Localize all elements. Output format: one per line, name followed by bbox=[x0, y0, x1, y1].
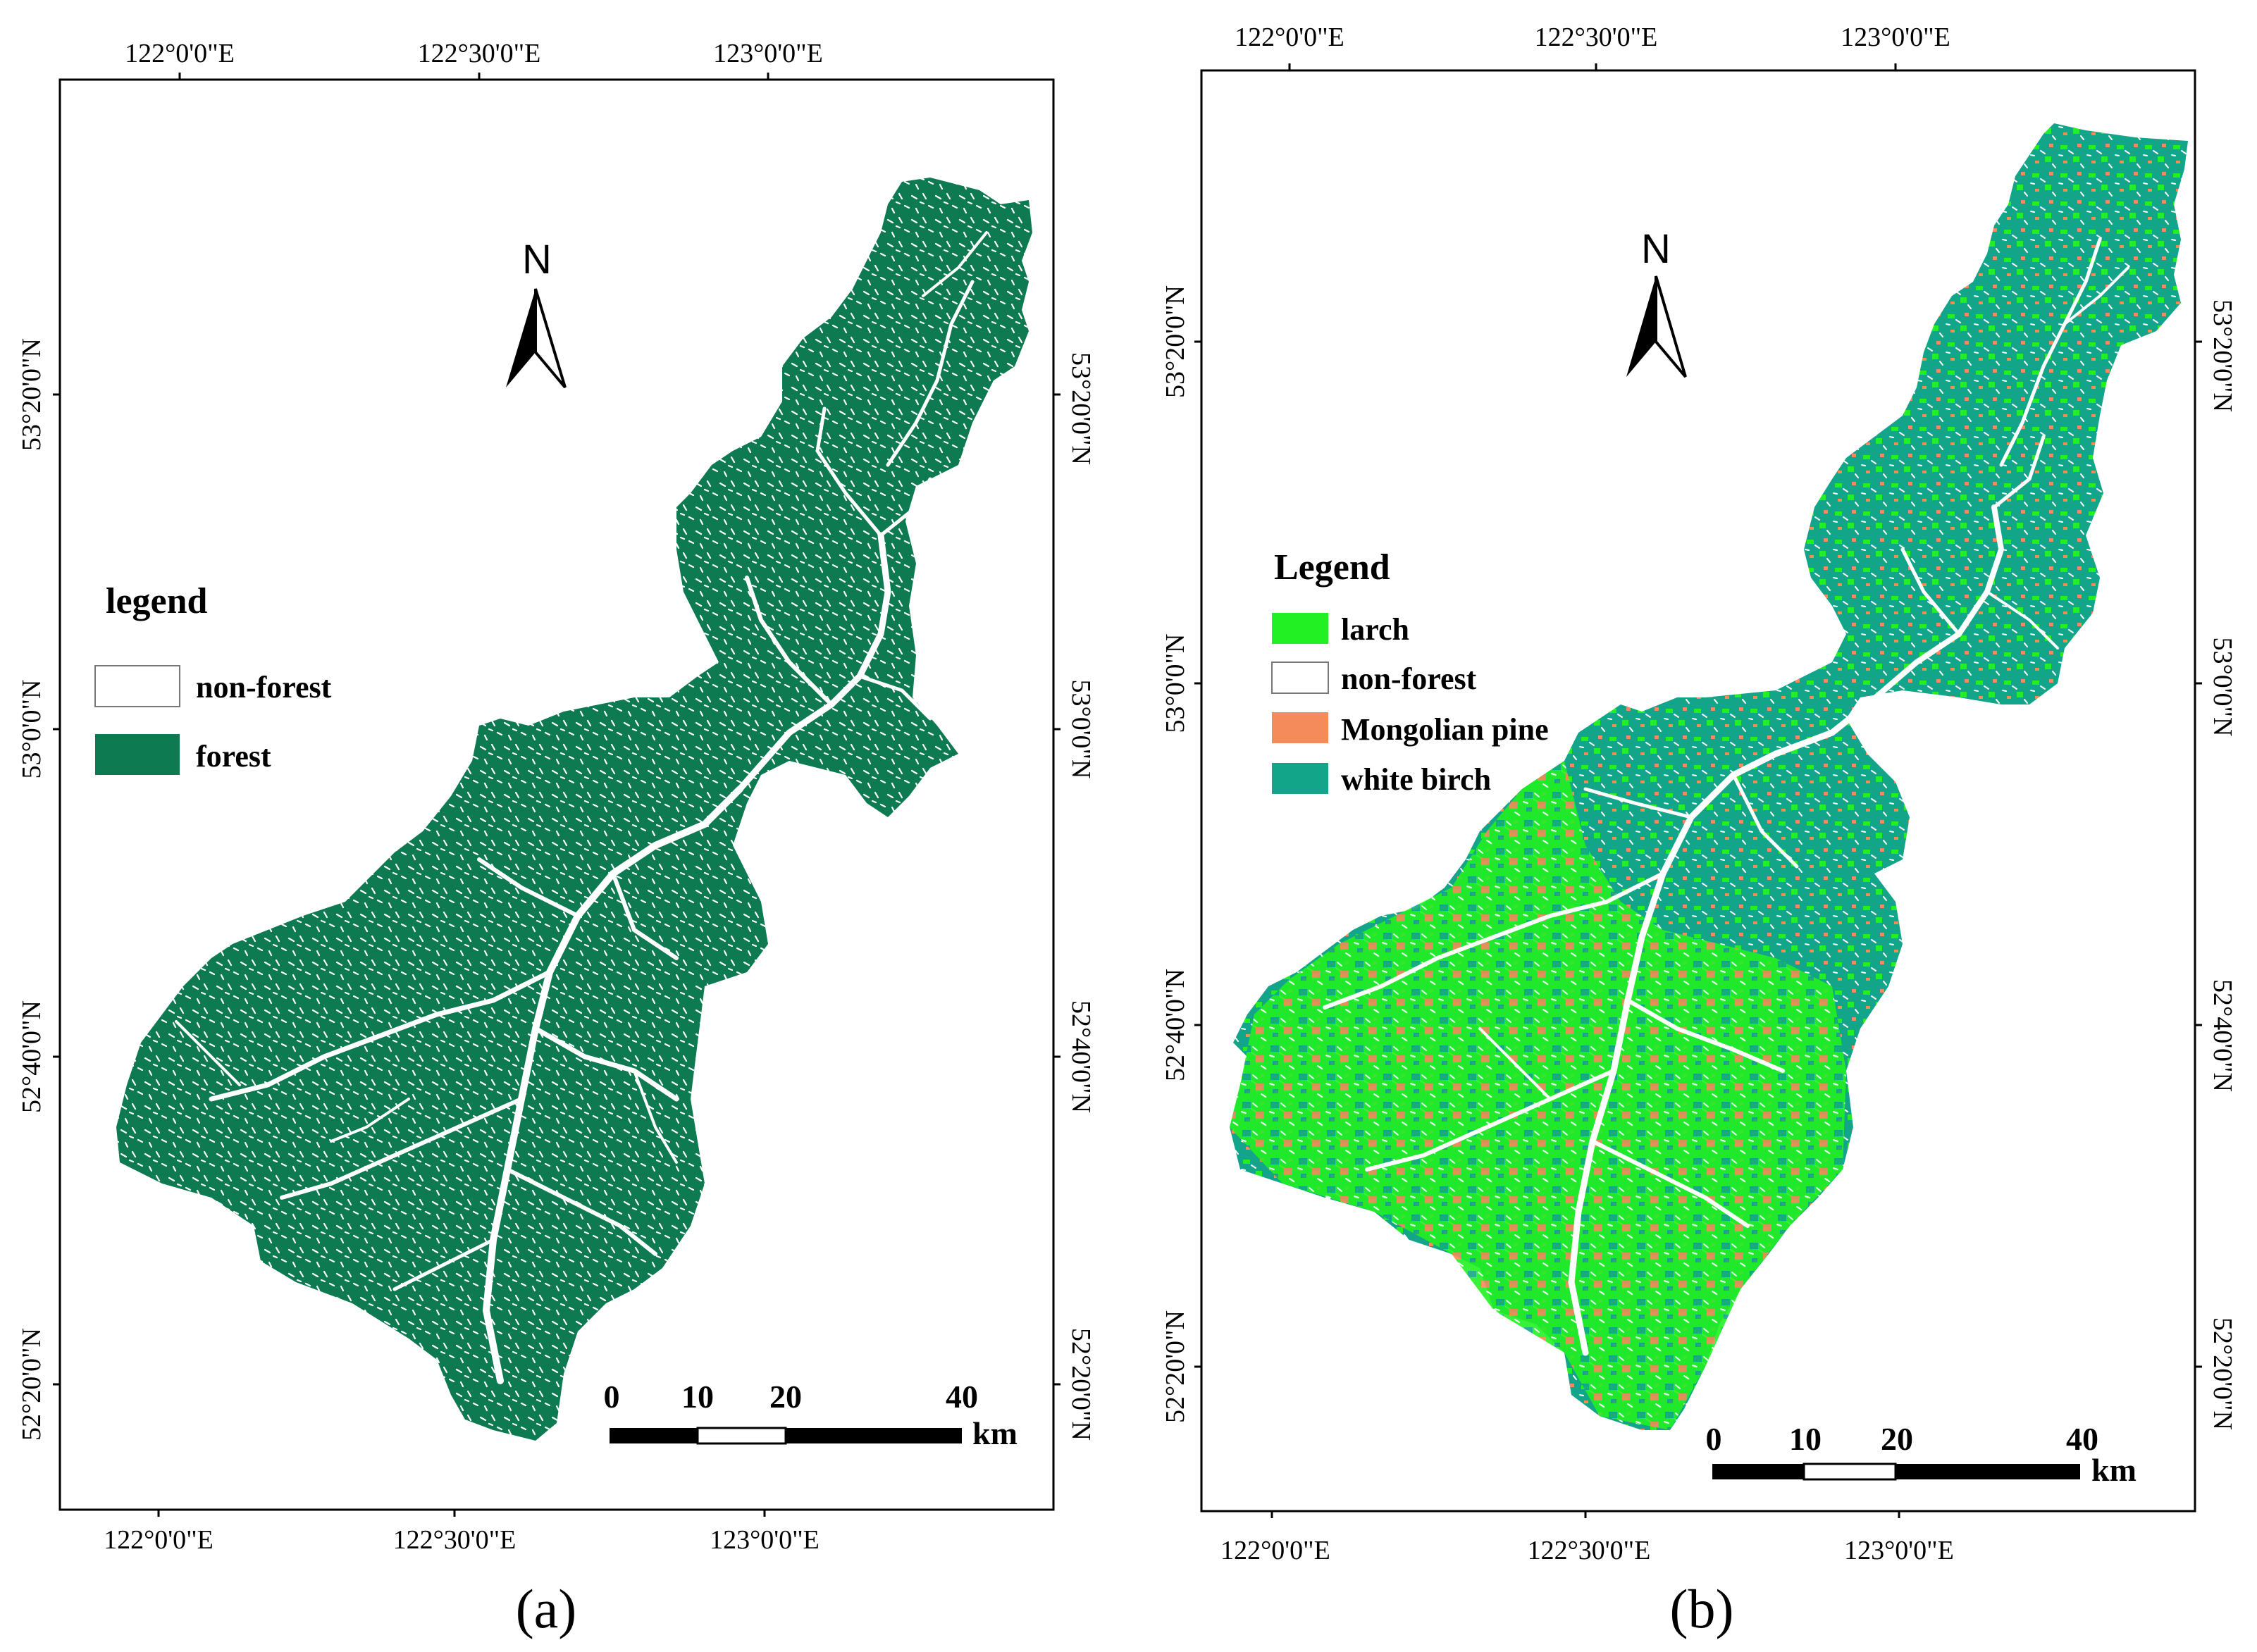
scale-label: 0 bbox=[1706, 1421, 1722, 1457]
non-forest-valleys bbox=[175, 231, 988, 1384]
legend-swatch-non-forest bbox=[1271, 662, 1329, 694]
scale-label: 40 bbox=[2066, 1421, 2098, 1457]
left-tick-label: 52°40'0"N bbox=[1161, 969, 1190, 1081]
species-map-region bbox=[1230, 123, 2188, 1430]
panel-b: 122°0'0"E 122°30'0"E 123°0'0"E 122°0'0"E… bbox=[1161, 23, 2237, 1639]
right-tick-label: 52°20'0"N bbox=[2208, 1317, 2237, 1430]
legend-swatch-mongolian-pine bbox=[1272, 712, 1328, 743]
legend-swatch-forest bbox=[95, 734, 180, 775]
legend-title: legend bbox=[106, 581, 208, 621]
left-tick-label: 53°0'0"N bbox=[1161, 634, 1190, 733]
scale-unit: km bbox=[972, 1415, 1018, 1451]
forest-map-region bbox=[116, 178, 1032, 1441]
scale-bar: 0 10 20 40 km bbox=[1706, 1421, 2137, 1488]
legend: legend non-forest forest bbox=[94, 581, 332, 775]
scale-label: 20 bbox=[769, 1379, 802, 1415]
scale-unit: km bbox=[2091, 1452, 2137, 1488]
legend-label: Mongolian pine bbox=[1341, 712, 1549, 747]
top-tick-label: 123°0'0"E bbox=[713, 39, 823, 68]
left-tick-label: 52°20'0"N bbox=[1161, 1310, 1190, 1423]
north-arrow-icon bbox=[1626, 276, 1656, 377]
right-tick-label: 52°40'0"N bbox=[1066, 1000, 1096, 1113]
bottom-tick-label: 122°0'0"E bbox=[1220, 1536, 1330, 1565]
top-tick-label: 122°0'0"E bbox=[1235, 23, 1344, 52]
scale-label: 40 bbox=[946, 1379, 978, 1415]
north-arrow: N bbox=[1626, 226, 1687, 378]
non-forest-valleys bbox=[1323, 237, 2129, 1375]
north-label: N bbox=[1641, 226, 1671, 272]
legend: Legend larch non-forest Mongolian pine w… bbox=[1271, 547, 1549, 797]
bottom-tick-label: 122°30'0"E bbox=[1528, 1536, 1651, 1565]
bottom-tick-label: 122°30'0"E bbox=[393, 1525, 517, 1555]
legend-swatch-non-forest bbox=[94, 665, 180, 707]
legend-label: non-forest bbox=[1341, 662, 1477, 696]
legend-swatch-white-birch bbox=[1272, 763, 1328, 794]
scale-label: 0 bbox=[604, 1379, 620, 1415]
panel-caption: (b) bbox=[1670, 1578, 1734, 1639]
right-tick-label: 53°20'0"N bbox=[2208, 299, 2237, 412]
right-tick-label: 52°40'0"N bbox=[2208, 979, 2237, 1092]
top-tick-label: 122°30'0"E bbox=[418, 39, 541, 68]
top-tick-label: 122°30'0"E bbox=[1535, 23, 1658, 52]
scale-label: 10 bbox=[1789, 1421, 1822, 1457]
north-arrow: N bbox=[506, 237, 567, 389]
right-tick-label: 53°0'0"N bbox=[1066, 680, 1096, 779]
forest-area bbox=[116, 178, 1032, 1441]
top-tick-label: 122°0'0"E bbox=[125, 39, 235, 68]
bottom-tick-label: 123°0'0"E bbox=[710, 1525, 820, 1555]
left-tick-label: 53°20'0"N bbox=[1161, 285, 1190, 398]
panel-caption: (a) bbox=[516, 1578, 577, 1639]
legend-label: non-forest bbox=[196, 670, 332, 704]
legend-title: Legend bbox=[1274, 547, 1390, 588]
larch-dominated-zone bbox=[1230, 761, 1846, 1430]
legend-label: larch bbox=[1341, 612, 1409, 647]
scale-label: 20 bbox=[1881, 1421, 1913, 1457]
legend-label: white birch bbox=[1341, 762, 1491, 797]
scale-bar: 0 10 20 40 km bbox=[604, 1379, 1018, 1451]
left-tick-label: 52°20'0"N bbox=[17, 1328, 47, 1441]
bottom-tick-label: 122°0'0"E bbox=[104, 1525, 214, 1555]
legend-swatch-larch bbox=[1272, 613, 1328, 644]
graticule-ticks bbox=[53, 73, 1061, 1517]
right-tick-label: 53°20'0"N bbox=[1066, 352, 1096, 465]
legend-label: forest bbox=[196, 739, 271, 774]
north-arrow-icon bbox=[506, 289, 536, 387]
top-tick-label: 123°0'0"E bbox=[1841, 23, 1950, 52]
left-tick-label: 53°0'0"N bbox=[17, 680, 47, 779]
scale-label: 10 bbox=[681, 1379, 714, 1415]
graticule-ticks bbox=[1194, 63, 2202, 1518]
north-label: N bbox=[522, 237, 552, 282]
right-tick-label: 52°20'0"N bbox=[1066, 1328, 1096, 1441]
left-tick-label: 53°20'0"N bbox=[17, 338, 47, 451]
panel-a: 122°0'0"E 122°30'0"E 123°0'0"E 122°0'0"E… bbox=[17, 39, 1096, 1639]
right-tick-label: 53°0'0"N bbox=[2208, 638, 2237, 737]
bottom-tick-label: 123°0'0"E bbox=[1844, 1536, 1954, 1565]
left-tick-label: 52°40'0"N bbox=[17, 1000, 47, 1113]
